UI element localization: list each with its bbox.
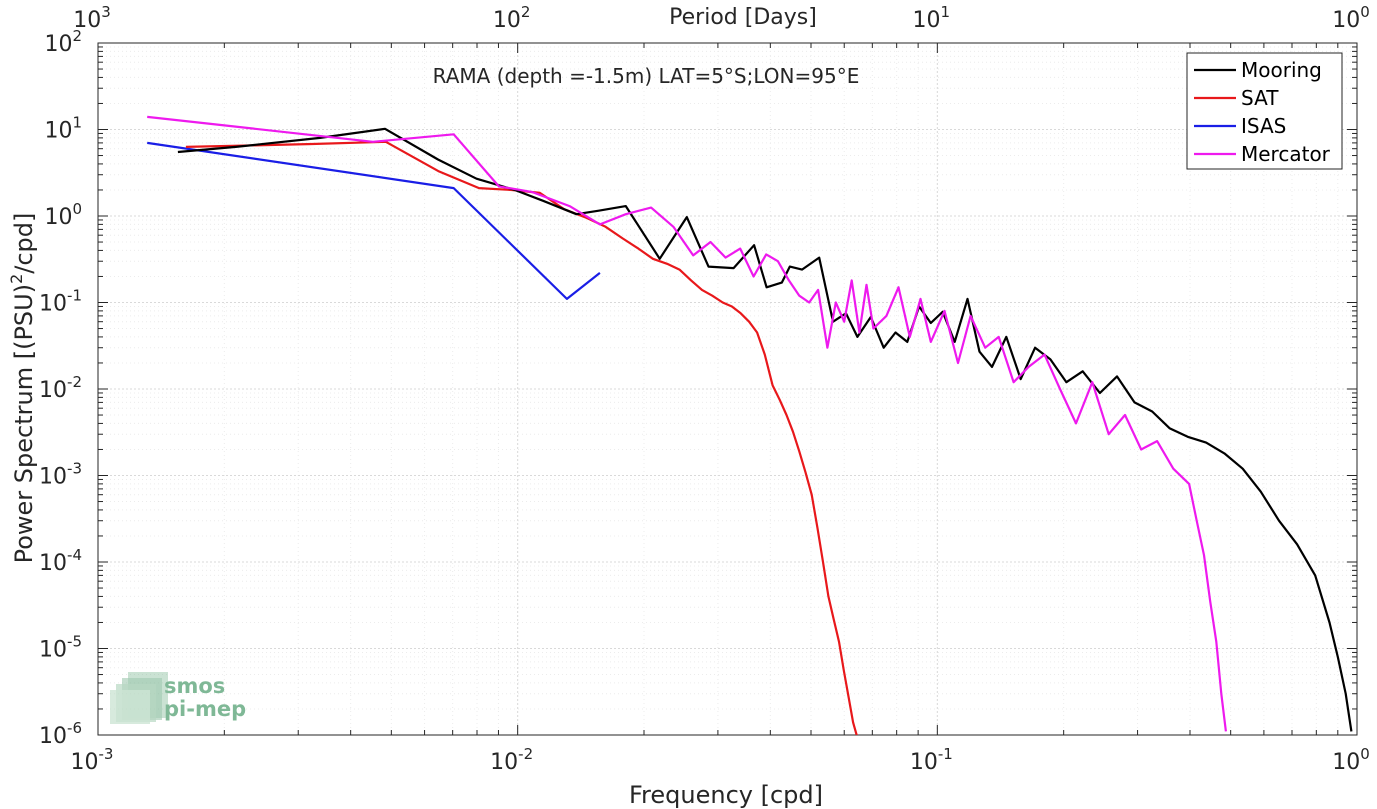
y-tick-label-exponent: -3	[67, 460, 82, 478]
x-tick-label: 10-2	[490, 745, 533, 775]
y-tick-label-exponent: -6	[67, 719, 82, 737]
y-tick-label-base: 10	[39, 724, 67, 749]
y-tick-label-exponent: -5	[67, 633, 82, 651]
legend-label-mercator: Mercator	[1241, 142, 1331, 166]
legend: Mooring SAT ISAS Mercator	[1186, 52, 1343, 170]
top-x-tick-label: 102	[493, 3, 531, 33]
chart-annotation: RAMA (depth =-1.5m) LAT=5°S;LON=95°E	[433, 64, 860, 88]
x-tick-label-exponent: -1	[938, 745, 953, 763]
y-tick-label-base: 10	[44, 119, 72, 144]
x-axis-label: Frequency [cpd]	[629, 781, 823, 809]
y-tick-label-base: 10	[39, 292, 67, 317]
legend-label-mooring: Mooring	[1241, 58, 1322, 82]
y-tick-label-base: 10	[39, 378, 67, 403]
smos-pi-mep-logo: smos pi-mep	[110, 672, 246, 724]
x-tick-label: 10-1	[910, 745, 953, 775]
x-tick-label-exponent: -3	[99, 745, 114, 763]
y-tick-label-exponent: 2	[72, 27, 82, 45]
top-x-tick-label: 100	[1332, 3, 1370, 33]
legend-label-sat: SAT	[1241, 86, 1279, 110]
svg-text:Power Spectrum [(PSU)2/cpd]: Power Spectrum [(PSU)2/cpd]	[7, 213, 38, 564]
y-tick-label: 102	[44, 27, 82, 57]
y-tick-label: 100	[44, 200, 82, 230]
y-tick-label-exponent: 0	[72, 200, 82, 218]
top-x-tick-label-exponent: 0	[1360, 3, 1370, 21]
top-x-tick-label: 103	[73, 3, 111, 33]
y-axis-label-text: Power Spectrum [(PSU)	[10, 284, 38, 563]
series-line-isas	[147, 141, 601, 300]
y-tick-label-base: 10	[39, 638, 67, 663]
y-tick-label: 10-5	[39, 633, 82, 663]
legend-box	[1186, 52, 1343, 170]
smos-logo-icon	[110, 672, 168, 724]
y-tick-label: 10-1	[39, 287, 82, 317]
logo-text-pimep: pi-mep	[164, 697, 246, 721]
y-tick-label-base: 10	[44, 32, 72, 57]
logo-text-smos: smos	[164, 674, 225, 698]
x-tick-label-base: 10	[490, 750, 518, 775]
y-tick-label-exponent: -1	[67, 287, 82, 305]
x-tick-label: 100	[1332, 745, 1370, 775]
y-axis-label: Power Spectrum [(PSU)2/cpd]	[7, 213, 38, 564]
y-tick-label-exponent: -2	[67, 373, 82, 391]
y-tick-label: 10-3	[39, 460, 82, 490]
top-x-tick-label-base: 10	[73, 8, 101, 33]
y-tick-label-exponent: -4	[67, 546, 82, 564]
y-axis-label-suffix: /cpd]	[10, 213, 38, 274]
top-x-tick-label-base: 10	[1332, 8, 1360, 33]
series-line-mercator	[147, 115, 1227, 732]
y-tick-label: 10-4	[39, 546, 82, 576]
y-tick-label-exponent: 1	[72, 114, 82, 132]
x-tick-label-base: 10	[910, 750, 938, 775]
series-line-sat	[185, 140, 858, 735]
x-tick-label-exponent: -2	[518, 745, 533, 763]
y-tick-label-base: 10	[39, 551, 67, 576]
top-x-tick-label: 101	[913, 3, 951, 33]
top-x-tick-label-exponent: 3	[101, 3, 111, 21]
top-x-tick-label-exponent: 2	[521, 3, 531, 21]
x-tick-label: 10-3	[71, 745, 114, 775]
y-tick-label: 10-2	[39, 373, 82, 403]
y-axis-label-superscript: 2	[7, 274, 26, 284]
y-tick-label-base: 10	[39, 465, 67, 490]
top-x-tick-label-base: 10	[493, 8, 521, 33]
top-x-axis-label: Period [Days]	[669, 5, 817, 30]
x-tick-label-base: 10	[71, 750, 99, 775]
y-tick-label: 101	[44, 114, 82, 144]
x-tick-label-base: 10	[1332, 750, 1360, 775]
y-tick-label-base: 10	[44, 205, 72, 230]
y-tick-label: 10-6	[39, 719, 82, 749]
top-x-tick-label-base: 10	[913, 8, 941, 33]
legend-label-isas: ISAS	[1241, 114, 1286, 138]
x-tick-label-exponent: 0	[1360, 745, 1370, 763]
top-x-tick-label-exponent: 1	[941, 3, 951, 21]
series-lines	[147, 115, 1353, 735]
